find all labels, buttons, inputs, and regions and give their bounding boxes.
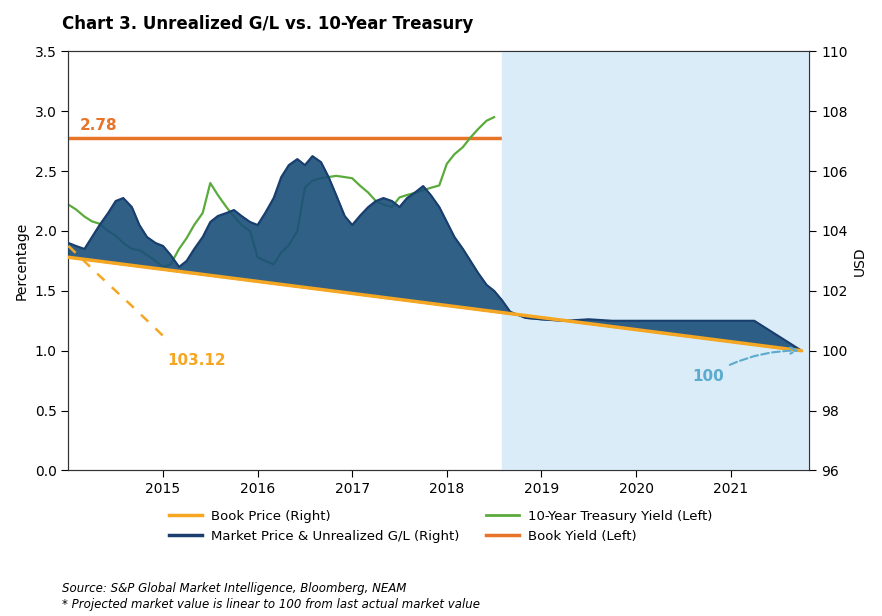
Text: 100: 100: [692, 347, 796, 384]
Bar: [502, 51, 809, 471]
Text: Projected: Projected: [524, 211, 673, 239]
Y-axis label: USD: USD: [853, 246, 867, 276]
Text: 103.12: 103.12: [168, 353, 227, 368]
Text: Chart 3. Unrealized G/L vs. 10-Year Treasury: Chart 3. Unrealized G/L vs. 10-Year Trea…: [62, 15, 473, 33]
Text: * Projected market value is linear to 100 from last actual market value: * Projected market value is linear to 10…: [62, 598, 480, 610]
Y-axis label: Percentage: Percentage: [15, 222, 29, 300]
Text: *: *: [646, 198, 655, 216]
Text: 2.78: 2.78: [79, 118, 117, 133]
Text: Source: S&P Global Market Intelligence, Bloomberg, NEAM: Source: S&P Global Market Intelligence, …: [62, 582, 406, 595]
Legend: Book Price (Right), Market Price & Unrealized G/L (Right), 10-Year Treasury Yiel: Book Price (Right), Market Price & Unrea…: [164, 505, 718, 548]
